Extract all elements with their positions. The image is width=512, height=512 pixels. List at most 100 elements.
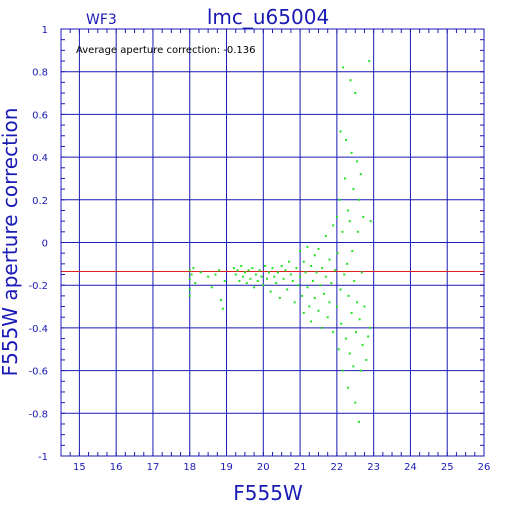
data-point <box>265 277 268 280</box>
y-tick-label: -0.2 <box>28 281 48 292</box>
data-point <box>253 286 256 289</box>
data-points <box>188 60 372 423</box>
data-point <box>243 271 246 274</box>
data-point <box>300 294 303 297</box>
data-point <box>302 260 305 263</box>
data-point <box>234 273 237 276</box>
data-point <box>188 269 191 272</box>
data-point <box>313 297 316 300</box>
data-point <box>291 279 294 282</box>
data-point <box>328 258 331 261</box>
data-point <box>210 286 213 289</box>
data-point <box>361 343 364 346</box>
data-point <box>359 369 362 372</box>
data-point <box>322 292 325 295</box>
data-point <box>348 220 351 223</box>
data-point <box>302 311 305 314</box>
x-tick-label: 16 <box>110 462 123 473</box>
data-point <box>330 282 333 285</box>
data-point <box>315 271 318 274</box>
data-point <box>350 311 353 314</box>
data-point <box>258 269 261 272</box>
data-point <box>240 264 243 267</box>
data-point <box>317 309 320 312</box>
data-point <box>232 267 235 270</box>
data-point <box>190 273 193 276</box>
data-point <box>256 279 259 282</box>
x-tick-label: 19 <box>220 462 233 473</box>
data-point <box>207 275 210 278</box>
y-tick-label: -0.4 <box>28 324 48 335</box>
data-point <box>356 301 359 304</box>
data-point <box>199 271 202 274</box>
data-point <box>368 60 371 63</box>
data-point <box>242 275 245 278</box>
data-point <box>220 299 223 302</box>
data-point <box>275 282 278 285</box>
x-tick-label: 23 <box>367 462 380 473</box>
x-tick-label: 21 <box>294 462 307 473</box>
data-point <box>339 130 342 133</box>
data-point <box>288 260 291 263</box>
data-point <box>358 318 361 321</box>
data-point <box>317 247 320 250</box>
data-point <box>345 337 348 340</box>
data-point <box>354 401 357 404</box>
data-point <box>321 267 324 270</box>
data-point <box>339 288 342 291</box>
data-point <box>338 198 341 201</box>
data-point <box>282 277 285 280</box>
data-point <box>332 331 335 334</box>
y-tick-label: -1 <box>38 452 48 463</box>
x-tick-label: 15 <box>73 462 86 473</box>
data-point <box>353 279 356 282</box>
data-point <box>245 282 248 285</box>
data-point <box>271 267 274 270</box>
data-point <box>277 271 280 274</box>
data-point <box>273 275 276 278</box>
x-tick-label: 18 <box>183 462 196 473</box>
data-point <box>335 215 338 218</box>
data-point <box>368 326 371 329</box>
data-point <box>293 301 296 304</box>
average-annotation: Average aperture correction: -0.136 <box>76 45 256 56</box>
y-tick-label: 0.4 <box>32 153 48 164</box>
data-point <box>362 215 365 218</box>
data-point <box>218 269 221 272</box>
data-point <box>346 209 349 212</box>
data-point <box>334 269 337 272</box>
y-tick-labels: -1 -0.8 -0.6 -0.4 -0.2 0 0.2 0.4 0.6 0.8 1 <box>28 25 48 463</box>
data-point <box>221 307 224 310</box>
data-point <box>188 294 191 297</box>
data-point <box>297 284 300 287</box>
data-point <box>354 92 357 95</box>
data-point <box>304 271 307 274</box>
data-point <box>359 173 362 176</box>
data-point <box>280 264 283 267</box>
y-tick-label: -0.8 <box>28 409 48 420</box>
x-tick-label: 22 <box>331 462 344 473</box>
data-point <box>332 224 335 227</box>
y-tick-label: 0 <box>42 239 48 250</box>
x-tick-label: 25 <box>441 462 454 473</box>
data-point <box>352 188 355 191</box>
data-point <box>343 177 346 180</box>
x-tick-label: 17 <box>147 462 160 473</box>
data-point <box>337 348 340 351</box>
data-point <box>324 275 327 278</box>
data-point <box>310 320 313 323</box>
y-axis-label: F555W aperture correction <box>0 108 22 377</box>
data-point <box>336 252 339 255</box>
data-point <box>356 160 359 163</box>
data-point <box>310 264 313 267</box>
data-point <box>194 282 197 285</box>
y-tick-label: 1 <box>42 25 48 36</box>
data-point <box>360 271 363 274</box>
data-point <box>311 279 314 282</box>
data-point <box>341 369 344 372</box>
data-point <box>324 235 327 238</box>
data-point <box>262 284 265 287</box>
data-point <box>313 254 316 257</box>
data-point <box>295 267 298 270</box>
